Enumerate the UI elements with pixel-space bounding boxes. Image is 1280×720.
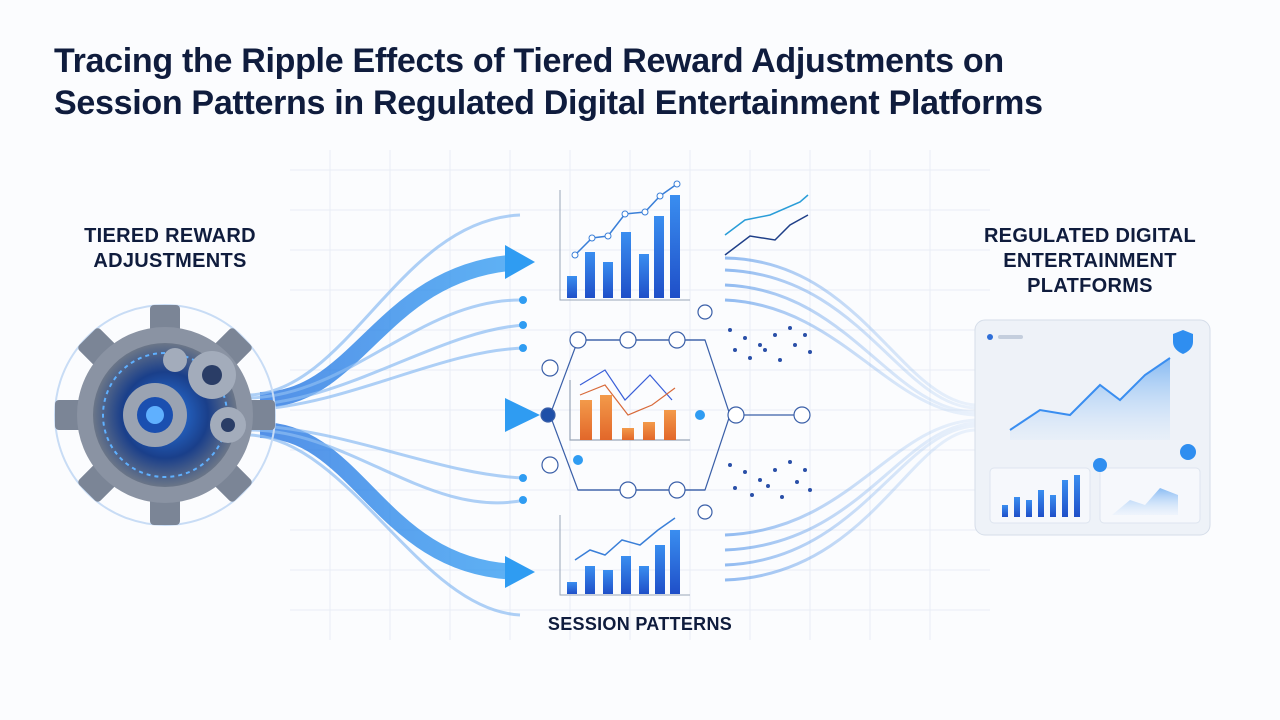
label-line: PLATFORMS [1027, 275, 1153, 297]
bottom-bar-chart [559, 515, 690, 596]
title: Tracing the Ripple Effects of Tiered Rew… [54, 40, 1043, 124]
node-label: REGULATED DIGITAL ENTERTAINMENT PLATFORM… [960, 224, 1220, 299]
label-line: ADJUSTMENTS [93, 250, 247, 272]
label-line: REGULATED DIGITAL [983, 225, 1197, 247]
flow-lines [249, 213, 976, 617]
title-line: Session Patterns in Regulated Digital En… [54, 84, 1043, 122]
center-network [540, 304, 811, 520]
label-line: SESSION PATTERNS [547, 614, 733, 634]
node-label: TIERED REWARD ADJUSTMENTS [60, 224, 280, 274]
label-line: TIERED REWARD [84, 225, 256, 247]
right-mini-charts [724, 194, 812, 499]
node-label: SESSION PATTERNS [520, 612, 760, 637]
label-line: ENTERTAINMENT [1003, 250, 1177, 272]
gear-icon [54, 304, 276, 526]
top-bar-chart [559, 180, 690, 301]
title-line: Tracing the Ripple Effects of Tiered Rew… [54, 42, 1004, 80]
dashboard-panel [974, 319, 1211, 536]
